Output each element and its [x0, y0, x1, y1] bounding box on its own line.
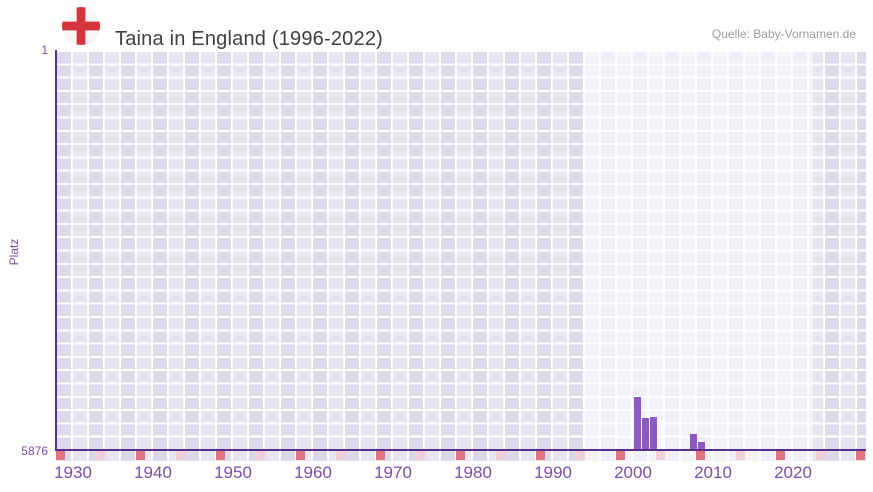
chart-title: Taina in England (1996-2022): [115, 28, 384, 51]
y-axis-line: [55, 50, 57, 451]
rank-bar-2007: [689, 434, 697, 449]
x-axis-label-2020: 2020: [774, 463, 812, 482]
rank-bar-2001: [641, 418, 649, 449]
y-axis-max-label: 1: [41, 43, 48, 57]
x-axis-label-2010: 2010: [694, 463, 732, 482]
x-axis-label-1980: 1980: [454, 463, 492, 482]
x-axis-minor-tick: [136, 451, 145, 460]
x-axis-minor-tick: [96, 451, 105, 460]
x-axis-label-1960: 1960: [294, 463, 332, 482]
x-axis-minor-tick: [696, 451, 705, 460]
x-axis-minor-tick: [656, 451, 665, 460]
x-axis-label-1970: 1970: [374, 463, 412, 482]
y-axis-title: Platz: [7, 238, 21, 266]
x-axis-label-1930: 1930: [54, 463, 92, 482]
x-axis-minor-tick: [456, 451, 465, 460]
x-axis-label-1940: 1940: [134, 463, 172, 482]
x-axis-minor-tick: [496, 451, 505, 460]
x-axis-minor-tick: [416, 451, 425, 460]
x-axis-minor-tick: [616, 451, 625, 460]
x-axis-minor-tick: [256, 451, 265, 460]
x-axis-minor-tick: [296, 451, 305, 460]
rank-bar-2008: [697, 441, 705, 449]
data-period-highlight: [585, 50, 813, 461]
x-axis-minor-tick: [576, 451, 585, 460]
x-axis-line: [55, 449, 866, 451]
rank-bar-2002: [649, 416, 657, 449]
y-axis-min-label: 5876: [21, 444, 48, 458]
x-axis-minor-tick: [856, 451, 865, 460]
x-axis-minor-tick: [336, 451, 345, 460]
x-axis-minor-tick: [736, 451, 745, 460]
x-axis-label-1950: 1950: [214, 463, 252, 482]
source-label: Quelle: Baby-Vornamen.de: [711, 27, 856, 41]
x-axis-minor-tick: [56, 451, 65, 460]
x-axis-minor-tick: [376, 451, 385, 460]
x-axis-minor-tick: [816, 451, 825, 460]
x-axis-minor-tick: [176, 451, 185, 460]
x-axis-minor-tick: [776, 451, 785, 460]
x-axis-minor-tick: [216, 451, 225, 460]
x-axis-minor-tick: [536, 451, 545, 460]
x-axis-label-1990: 1990: [534, 463, 572, 482]
x-axis-label-2000: 2000: [614, 463, 652, 482]
rank-bar-2000: [633, 397, 641, 449]
england-flag-icon: [61, 6, 101, 46]
